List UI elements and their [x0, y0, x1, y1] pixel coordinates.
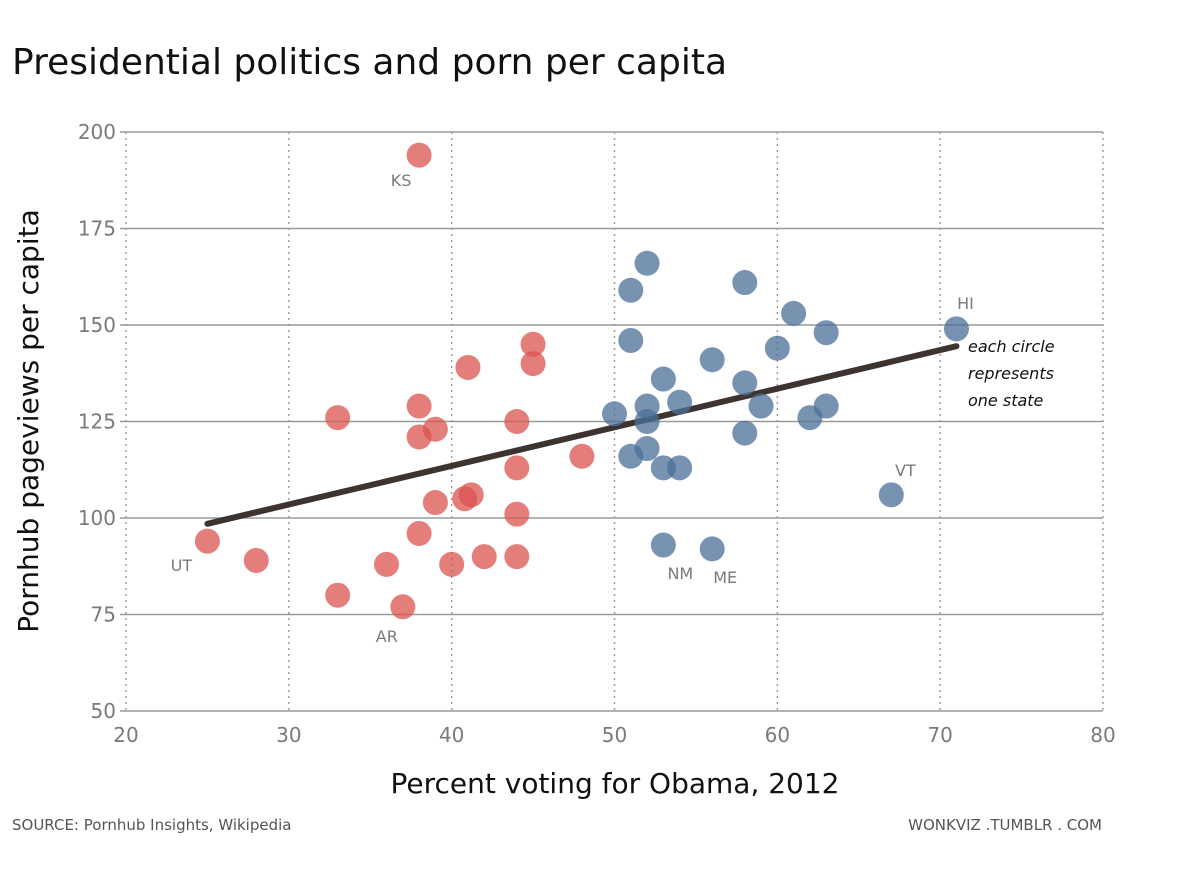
state-point-red: [406, 520, 432, 546]
state-label-ar: AR: [376, 627, 398, 646]
state-point-red: [422, 490, 448, 516]
state-point-blue: [634, 409, 660, 434]
x-tick-label: 40: [439, 723, 464, 747]
x-tick-label: 30: [276, 723, 301, 747]
x-tick-label: 80: [1090, 723, 1115, 747]
state-point-blue: [602, 401, 627, 427]
state-label-vt: VT: [895, 461, 916, 480]
trendline-group: [204, 343, 960, 527]
state-point-blue: [667, 455, 693, 481]
state-point-red: [390, 594, 416, 620]
state-label-ut: UT: [171, 556, 193, 575]
chart-title: Presidential politics and porn per capit…: [12, 42, 727, 83]
state-point-red: [439, 551, 465, 577]
state-point-red: [569, 443, 595, 469]
y-tick-label: 150: [78, 313, 116, 337]
annotation-line-3: one state: [968, 391, 1044, 410]
state-point-red: [520, 331, 546, 357]
x-tick-label: 60: [765, 723, 790, 747]
x-tick-label: 70: [927, 723, 952, 747]
x-tick-label: 20: [113, 723, 138, 747]
data-points: [194, 142, 969, 620]
state-point-blue: [732, 420, 758, 446]
y-tick-label: 125: [78, 410, 116, 434]
state-point-blue: [781, 300, 807, 326]
state-point-red: [406, 142, 432, 168]
state-point-blue: [650, 532, 676, 558]
x-axis-label: Percent voting for Obama, 2012: [391, 767, 840, 800]
state-point-blue: [650, 366, 676, 392]
x-tick-label: 50: [602, 723, 627, 747]
grid: [120, 131, 1104, 712]
point-labels: KS UT AR NM ME VT HI: [171, 171, 974, 646]
state-point-red: [325, 405, 351, 431]
state-point-blue: [813, 393, 839, 419]
state-point-red: [325, 582, 351, 608]
y-tick-label: 100: [78, 506, 116, 530]
state-point-blue: [634, 436, 660, 462]
annotation-line-2: represents: [968, 364, 1054, 383]
state-point-blue: [732, 270, 758, 296]
state-point-blue: [813, 320, 839, 346]
y-tick-label: 75: [91, 603, 116, 627]
state-point-red: [455, 354, 481, 380]
state-point-red: [406, 393, 432, 419]
state-label-hi: HI: [957, 294, 974, 313]
state-point-red: [471, 544, 497, 570]
state-point-blue: [699, 347, 725, 373]
y-axis-label: Pornhub pageviews per capita: [12, 209, 45, 633]
annotation-line-1: each circle: [968, 337, 1055, 356]
state-point-red: [194, 528, 220, 554]
state-point-red: [504, 455, 530, 481]
state-point-blue: [699, 536, 725, 562]
trendline: [204, 343, 960, 527]
state-point-red: [458, 482, 484, 508]
state-point-blue: [764, 335, 790, 361]
state-point-blue: [732, 370, 758, 396]
state-point-red: [243, 547, 269, 573]
y-tick-label: 175: [78, 217, 116, 241]
source-note: SOURCE: Pornhub Insights, Wikipedia: [12, 816, 292, 834]
state-point-blue: [943, 316, 969, 342]
state-label-ks: KS: [391, 171, 412, 190]
state-point-blue: [618, 327, 644, 353]
state-point-blue: [878, 482, 904, 508]
state-point-red: [422, 416, 448, 442]
state-label-me: ME: [713, 568, 737, 587]
state-point-red: [504, 501, 530, 527]
state-point-red: [504, 544, 530, 570]
credit-note: WONKVIZ .TUMBLR . COM: [908, 816, 1102, 834]
state-point-red: [374, 551, 400, 577]
state-point-blue: [618, 277, 644, 303]
state-point-blue: [667, 389, 693, 415]
y-tick-label: 50: [91, 699, 116, 723]
state-point-red: [520, 351, 546, 377]
state-point-blue: [634, 250, 660, 276]
state-label-nm: NM: [667, 564, 693, 583]
y-tick-label: 200: [78, 120, 116, 144]
state-point-red: [504, 409, 530, 434]
axis-ticks: 50 75 100 125 150 175 200 20 30 40 50 60 70 80: [78, 120, 1116, 747]
state-point-blue: [748, 393, 774, 419]
